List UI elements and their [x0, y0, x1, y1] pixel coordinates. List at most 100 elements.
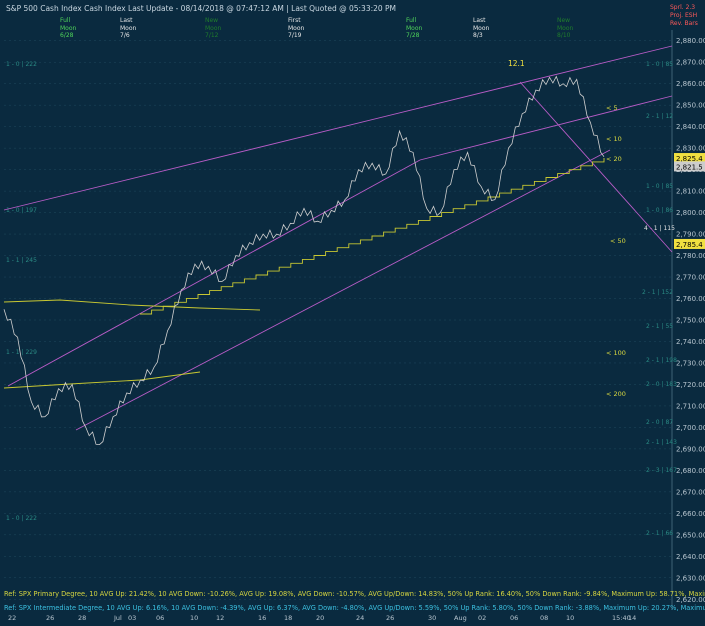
- trendline: [419, 95, 673, 161]
- legend-item: Proj. ESH: [670, 12, 698, 19]
- y-tick-label: 2,650.00: [676, 531, 705, 539]
- x-tick-label: 10: [190, 614, 198, 622]
- trendline: [7, 159, 421, 387]
- moon-marker-date: 7/19: [288, 32, 302, 39]
- fib-label: 2 - 1 | 12: [646, 113, 673, 120]
- fib-label: 2 - 0 | 87: [646, 419, 673, 426]
- y-tick-label: 2,620.00: [676, 596, 705, 604]
- y-tick-label: 2,770.00: [676, 274, 705, 282]
- moon-marker-label: Moon: [557, 24, 574, 32]
- moon-marker-date: 7/28: [406, 32, 420, 39]
- x-tick-label: 06: [156, 614, 164, 622]
- moon-marker: First Moon 7/19: [288, 17, 304, 40]
- x-tick-label: 30: [428, 614, 436, 622]
- y-tick-label: 2,800.00: [676, 209, 705, 217]
- x-tick-label: Aug: [454, 614, 467, 622]
- moon-marker-date: 7/6: [120, 32, 130, 39]
- y-tick-label: 2,850.00: [676, 102, 705, 110]
- lower-price-tag-bg: [674, 238, 705, 249]
- moving-average-line: [3, 299, 261, 311]
- moon-marker-date: 8/3: [473, 32, 483, 39]
- fib-label: 1 - 1 | 229: [6, 349, 37, 356]
- fib-label: 1 - 0 | 222: [6, 61, 37, 68]
- moving-average-line: [3, 371, 201, 389]
- y-tick-label: 2,700.00: [676, 424, 705, 432]
- fib-label: 4 - 1 | 115: [644, 225, 675, 232]
- fib-label: 1 - 0 | 85: [646, 183, 673, 190]
- y-tick-label: 2,630.00: [676, 574, 705, 582]
- x-tick-label: 14: [628, 614, 636, 622]
- price-line: [3, 75, 605, 446]
- y-tick-label: 2,790.00: [676, 231, 705, 239]
- fib-label: 1 - 0 | 85: [646, 61, 673, 68]
- last-price-tag-bg: [674, 153, 705, 164]
- fib-label: 1 - 0 | 197: [6, 207, 37, 214]
- x-tick-label: 18: [284, 614, 292, 622]
- y-tick-label: 2,660.00: [676, 510, 705, 518]
- ref-intermediate-degree: Ref: SPX Intermediate Degree, 10 AVG Up:…: [4, 604, 705, 612]
- chart-header: S&P 500 Cash Index Cash Index Last Updat…: [6, 4, 397, 13]
- x-tick-label: 26: [386, 614, 394, 622]
- fib-label: 2 - 1 | 55: [646, 323, 673, 330]
- moon-marker-phase: Full: [406, 17, 417, 24]
- y-tick-label: 2,760.00: [676, 295, 705, 303]
- ma-label: < 50: [610, 237, 626, 245]
- moving-average-line: [140, 158, 605, 315]
- moon-marker: New Moon 8/10: [557, 17, 573, 40]
- x-tick-label: 15:40: [612, 614, 631, 622]
- trendline: [519, 81, 673, 253]
- moon-marker-date: 8/10: [557, 32, 571, 39]
- y-tick-label: 2,780.00: [676, 252, 705, 260]
- moon-marker-label: Moon: [288, 24, 305, 32]
- y-tick-label: 2,830.00: [676, 145, 705, 153]
- y-tick-label: 2,640.00: [676, 553, 705, 561]
- fib-label: 2 - 1 | 198: [646, 357, 677, 364]
- moon-marker: Full Moon 6/28: [60, 17, 76, 40]
- moon-marker-phase: New: [205, 17, 219, 24]
- top-wave-label: 12.1: [508, 59, 525, 68]
- fib-label: 2 - 1 | 66: [646, 530, 673, 537]
- moon-marker-date: 6/28: [60, 32, 74, 39]
- y-tick-label: 2,880.00: [676, 37, 705, 45]
- y-tick-label: 2,870.00: [676, 59, 705, 67]
- fib-label: 2 - 1 | 143: [646, 439, 677, 446]
- y-tick-label: 2,690.00: [676, 445, 705, 453]
- x-tick-label: 16: [258, 614, 266, 622]
- moon-marker: Last Moon 8/3: [473, 17, 489, 40]
- fib-label: 2 - 1 | 152: [642, 289, 673, 296]
- last-price-tag-2-bg: [674, 161, 705, 172]
- trendline: [75, 149, 611, 431]
- ma-label: < 10: [606, 135, 622, 143]
- ma-label: < 5: [606, 104, 618, 112]
- x-tick-label: 03: [128, 614, 136, 622]
- x-tick-label: Jul: [113, 614, 122, 622]
- moon-marker-phase: First: [288, 17, 301, 24]
- moon-marker-label: Moon: [406, 24, 423, 32]
- ref-primary-degree: Ref: SPX Primary Degree, 10 AVG Up: 21.4…: [4, 590, 705, 598]
- moon-marker-label: Moon: [60, 24, 77, 32]
- x-tick-label: 02: [478, 614, 486, 622]
- x-tick-label: 20: [316, 614, 324, 622]
- trendline: [3, 45, 673, 211]
- ma-label: < 20: [606, 155, 622, 163]
- x-tick-label: 10: [566, 614, 574, 622]
- fib-label: 1 - 0 | 222: [6, 515, 37, 522]
- legend-item: Sprl. 2.3: [670, 4, 696, 11]
- y-tick-label: 2,720.00: [676, 381, 705, 389]
- x-tick-label: 26: [46, 614, 54, 622]
- moon-marker: New Moon 7/12: [205, 17, 221, 40]
- moon-marker: Full Moon 7/28: [406, 17, 422, 40]
- x-tick-label: 08: [540, 614, 548, 622]
- x-tick-label: 28: [78, 614, 86, 622]
- moon-marker-label: Moon: [120, 24, 137, 32]
- x-tick-label: 12: [216, 614, 224, 622]
- ma-label: < 100: [606, 349, 626, 357]
- x-tick-label: 06: [510, 614, 518, 622]
- y-tick-label: 2,840.00: [676, 123, 705, 131]
- y-tick-label: 2,670.00: [676, 488, 705, 496]
- ma-label: < 200: [606, 390, 626, 398]
- y-tick-label: 2,750.00: [676, 317, 705, 325]
- fib-label: 1 - 1 | 245: [6, 257, 37, 264]
